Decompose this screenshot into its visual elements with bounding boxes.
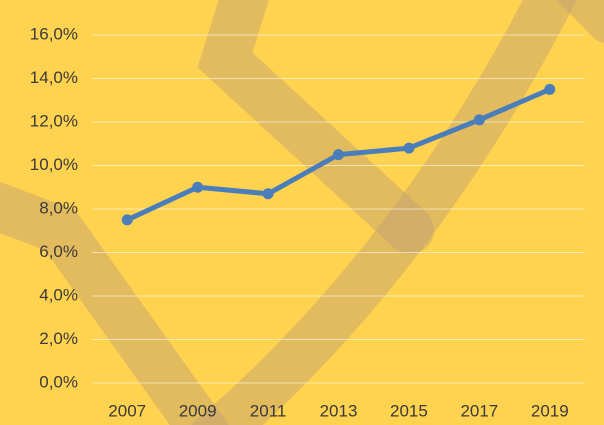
page: 0,0% 2,0% 4,0% 6,0% 8,0% 10,0% 12,0% 14,0% 16,0%… [0,0,604,425]
marker [403,143,414,154]
y-tick-label: 2,0% [39,329,78,348]
x-tick-label: 2017 [460,401,498,420]
y-tick-label: 8,0% [39,198,78,217]
marker [263,188,274,199]
x-tick-label: 2019 [531,401,569,420]
x-tick-label: 2013 [320,401,358,420]
x-tick-label: 2007 [108,401,146,420]
y-tick-label: 0,0% [39,372,78,391]
chart: 0,0% 2,0% 4,0% 6,0% 8,0% 10,0% 12,0% 14,0% 16,0%… [0,0,604,425]
x-tick-label: 2015 [390,401,428,420]
marker [544,84,555,95]
x-tick-label: 2009 [179,401,217,420]
y-tick-label: 14,0% [30,68,78,87]
x-tick-label: 2011 [250,401,287,420]
y-tick-label: 10,0% [30,155,78,174]
y-tick-label: 16,0% [30,24,78,43]
y-tick-label: 4,0% [39,285,78,304]
marker [333,149,344,160]
marker [474,114,485,125]
marker [122,214,133,225]
y-tick-label: 12,0% [30,111,78,130]
marker [192,182,203,193]
y-tick-label: 6,0% [39,242,78,261]
